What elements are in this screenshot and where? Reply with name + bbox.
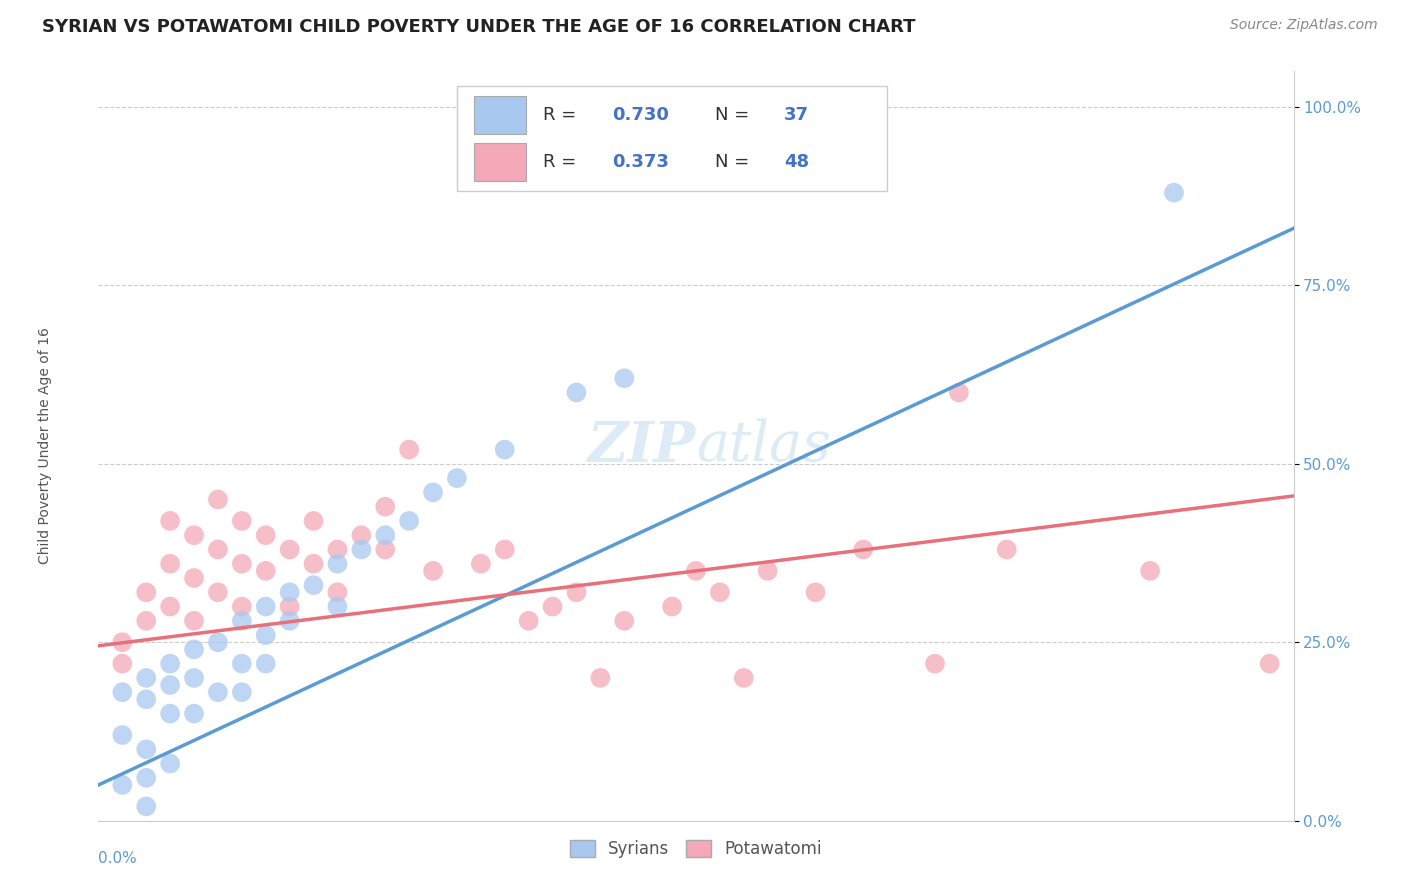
Point (207, 685, 229, 699)
Point (111, 728, 134, 742)
Point (1163, 186, 1185, 200)
Point (350, 542, 373, 557)
Point (756, 564, 779, 578)
Point (254, 628, 277, 642)
Text: SYRIAN VS POTAWATOMI CHILD POVERTY UNDER THE AGE OF 16 CORRELATION CHART: SYRIAN VS POTAWATOMI CHILD POVERTY UNDER… (42, 18, 915, 36)
Point (494, 542, 516, 557)
Point (135, 771, 157, 785)
Text: 0.0%: 0.0% (98, 851, 138, 865)
Point (135, 585, 157, 599)
Text: Source: ZipAtlas.com: Source: ZipAtlas.com (1230, 18, 1378, 32)
Point (565, 585, 588, 599)
Point (852, 542, 875, 557)
Point (159, 557, 181, 571)
Point (183, 614, 205, 628)
Point (446, 471, 468, 485)
Point (541, 599, 564, 614)
Point (159, 514, 181, 528)
Point (494, 442, 516, 457)
Point (589, 671, 612, 685)
Point (278, 614, 301, 628)
Point (111, 778, 134, 792)
Point (302, 557, 325, 571)
Point (207, 635, 229, 649)
Point (613, 371, 636, 385)
Point (924, 657, 946, 671)
Point (159, 599, 181, 614)
Point (565, 385, 588, 400)
Point (661, 599, 683, 614)
Point (948, 385, 970, 400)
Point (995, 542, 1018, 557)
Point (111, 685, 134, 699)
Point (231, 514, 253, 528)
Point (159, 706, 181, 721)
Point (254, 564, 277, 578)
Point (135, 799, 157, 814)
Point (613, 614, 636, 628)
Point (231, 614, 253, 628)
Point (231, 557, 253, 571)
Point (709, 585, 731, 599)
Point (374, 542, 396, 557)
Point (254, 599, 277, 614)
Point (302, 514, 325, 528)
Point (135, 614, 157, 628)
Point (350, 528, 373, 542)
Point (207, 492, 229, 507)
Point (422, 485, 444, 500)
Point (326, 542, 349, 557)
Point (231, 685, 253, 699)
Point (326, 599, 349, 614)
Point (254, 528, 277, 542)
Point (183, 671, 205, 685)
Text: ZIP: ZIP (588, 418, 696, 474)
Point (804, 585, 827, 599)
Point (302, 578, 325, 592)
Point (159, 678, 181, 692)
Point (374, 500, 396, 514)
Point (685, 564, 707, 578)
Point (183, 571, 205, 585)
Point (111, 657, 134, 671)
Point (207, 585, 229, 599)
Point (207, 542, 229, 557)
Point (231, 599, 253, 614)
Point (422, 564, 444, 578)
Point (159, 657, 181, 671)
Point (733, 671, 755, 685)
Point (135, 692, 157, 706)
Point (183, 642, 205, 657)
Point (231, 657, 253, 671)
Point (398, 442, 420, 457)
Point (278, 585, 301, 599)
Legend: Syrians, Potawatomi: Syrians, Potawatomi (564, 833, 828, 864)
Point (1139, 564, 1161, 578)
Point (111, 635, 134, 649)
Point (326, 557, 349, 571)
Point (278, 542, 301, 557)
Point (374, 528, 396, 542)
Text: atlas: atlas (696, 418, 831, 474)
Point (278, 599, 301, 614)
Point (254, 657, 277, 671)
Point (135, 742, 157, 756)
Point (398, 514, 420, 528)
Point (159, 756, 181, 771)
Point (326, 585, 349, 599)
Text: Child Poverty Under the Age of 16: Child Poverty Under the Age of 16 (38, 327, 52, 565)
Point (1258, 657, 1281, 671)
Point (135, 671, 157, 685)
Point (183, 528, 205, 542)
Point (183, 706, 205, 721)
Point (517, 614, 540, 628)
Point (470, 557, 492, 571)
